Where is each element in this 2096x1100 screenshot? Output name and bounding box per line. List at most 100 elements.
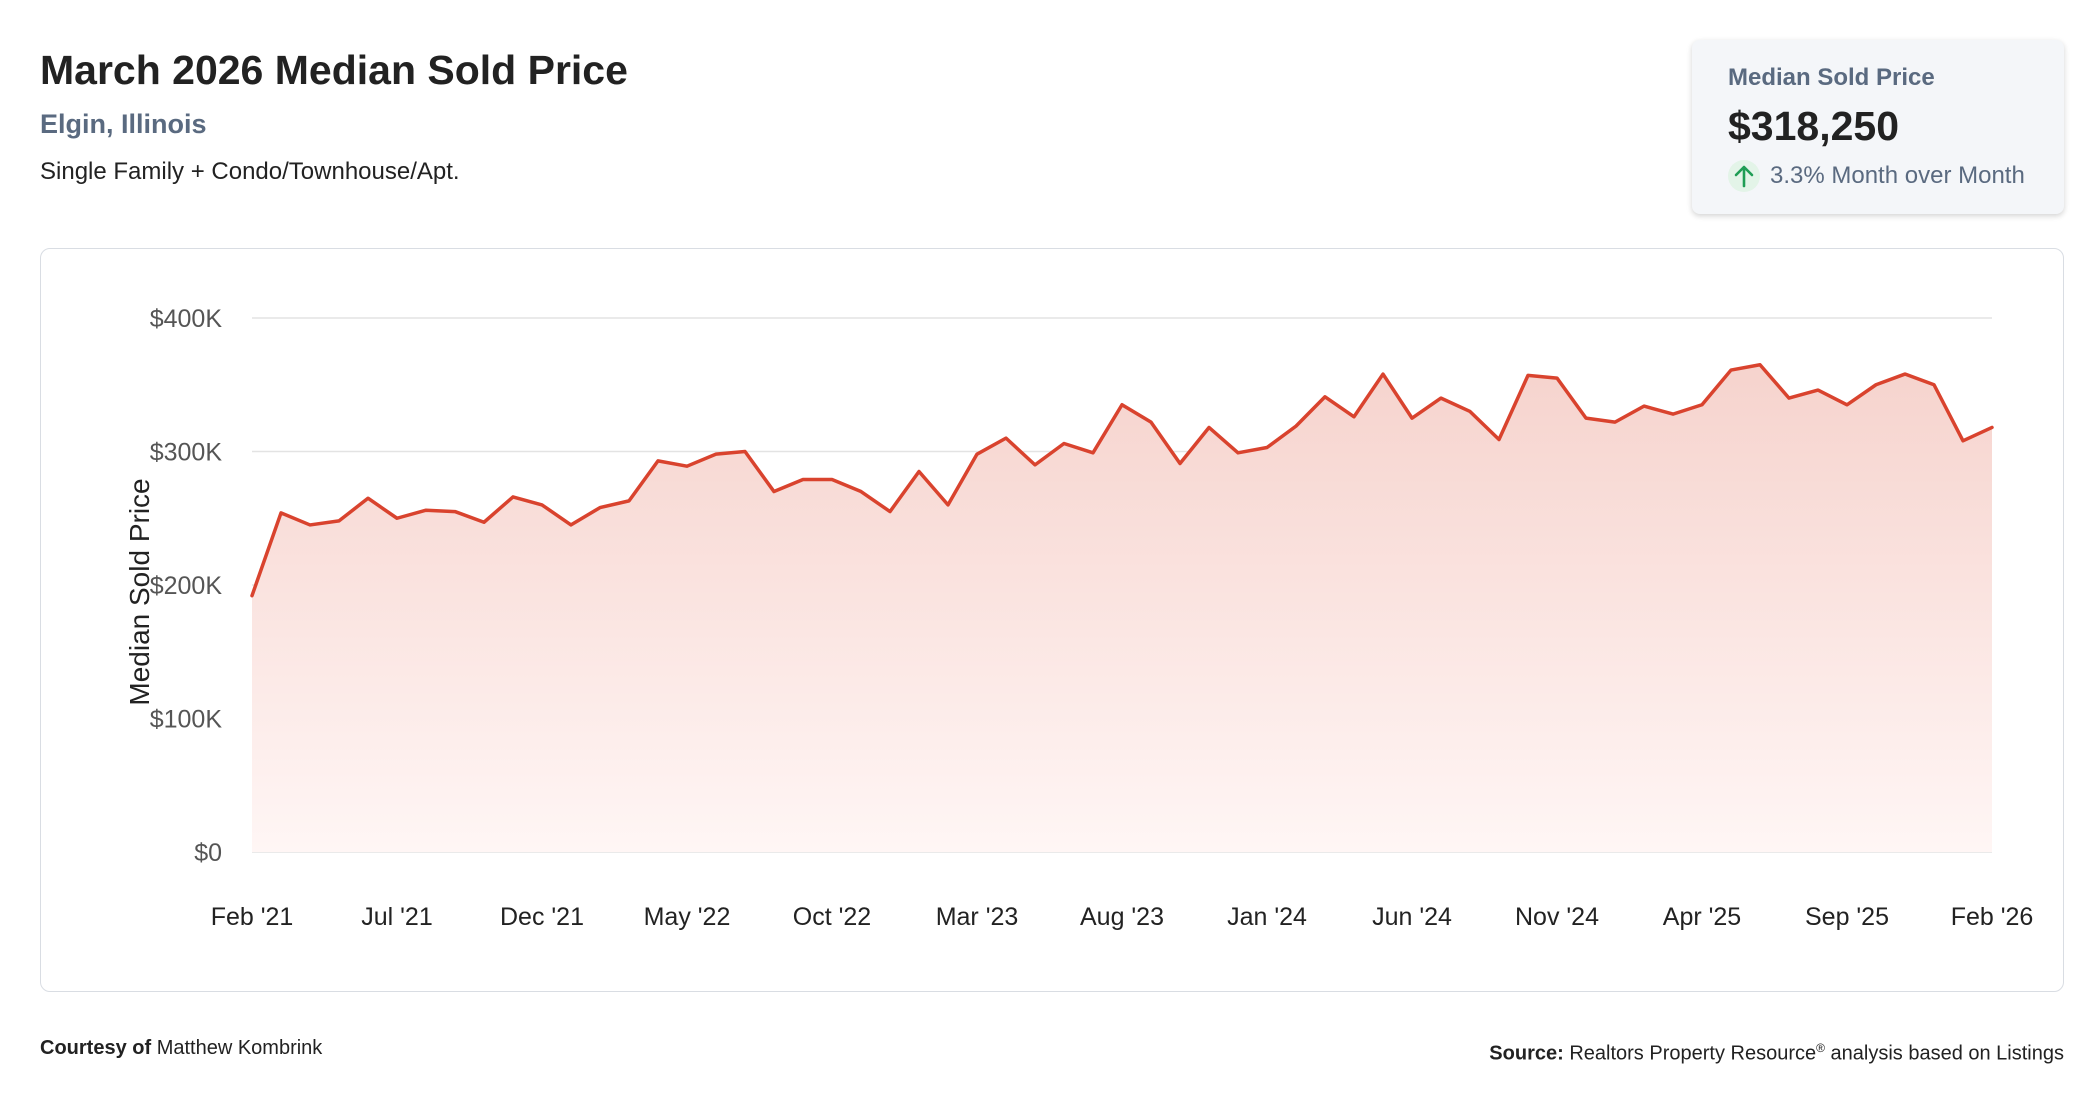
- data-point[interactable]: [393, 514, 401, 522]
- x-tick-label: Feb '21: [211, 903, 294, 931]
- y-tick-label: $100K: [150, 706, 223, 734]
- location-subtitle: Elgin, Illinois: [40, 109, 207, 139]
- x-tick-label: Apr '25: [1663, 903, 1741, 931]
- data-point[interactable]: [1408, 414, 1416, 422]
- x-tick-label: Dec '21: [500, 903, 584, 931]
- data-point[interactable]: [1176, 460, 1184, 468]
- arrow-up-icon: [1728, 160, 1760, 192]
- data-point[interactable]: [886, 508, 894, 516]
- data-point[interactable]: [857, 488, 865, 496]
- area-fill-layer: [252, 364, 1992, 852]
- stat-change-text: 3.3% Month over Month: [1770, 162, 2025, 189]
- data-point[interactable]: [683, 462, 691, 470]
- x-tick-label: Jan '24: [1227, 903, 1307, 931]
- data-point[interactable]: [973, 450, 981, 458]
- data-point[interactable]: [1437, 394, 1445, 402]
- data-point[interactable]: [1321, 393, 1329, 401]
- data-point[interactable]: [1901, 370, 1909, 378]
- y-axis-label: Median Sold Price: [124, 478, 155, 705]
- data-point[interactable]: [1553, 374, 1561, 382]
- data-point[interactable]: [538, 501, 546, 509]
- data-point[interactable]: [1089, 449, 1097, 457]
- data-point[interactable]: [1988, 423, 1996, 431]
- data-point[interactable]: [422, 506, 430, 514]
- data-point[interactable]: [712, 450, 720, 458]
- x-tick-label: Feb '26: [1951, 903, 2034, 931]
- courtesy-footer: Courtesy of Matthew Kombrink: [40, 1034, 322, 1062]
- data-point[interactable]: [625, 497, 633, 505]
- data-point[interactable]: [451, 508, 459, 516]
- x-tick-label: Aug '23: [1080, 903, 1164, 931]
- data-point[interactable]: [1930, 381, 1938, 389]
- data-point[interactable]: [1872, 381, 1880, 389]
- data-point[interactable]: [1611, 418, 1619, 426]
- y-tick-label: $0: [194, 839, 222, 867]
- data-point[interactable]: [915, 468, 923, 476]
- data-point[interactable]: [1727, 366, 1735, 374]
- x-tick-label: Jun '24: [1372, 903, 1452, 931]
- data-point[interactable]: [828, 476, 836, 484]
- data-point[interactable]: [509, 493, 517, 501]
- data-point[interactable]: [364, 494, 372, 502]
- data-point[interactable]: [1582, 414, 1590, 422]
- courtesy-name: Matthew Kombrink: [156, 1037, 323, 1059]
- data-point[interactable]: [944, 501, 952, 509]
- data-point[interactable]: [1379, 370, 1387, 378]
- source-text-post: analysis based on Listings: [1824, 1042, 2065, 1065]
- data-point[interactable]: [277, 509, 285, 517]
- data-point[interactable]: [1959, 437, 1967, 445]
- data-point[interactable]: [1147, 418, 1155, 426]
- y-tick-label: $400K: [150, 305, 223, 333]
- data-point[interactable]: [1118, 401, 1126, 409]
- data-point[interactable]: [1785, 394, 1793, 402]
- data-point[interactable]: [1466, 407, 1474, 415]
- data-point[interactable]: [1495, 435, 1503, 443]
- data-point[interactable]: [770, 488, 778, 496]
- x-tick-label: Sep '25: [1805, 903, 1889, 931]
- x-axis-ticks: Feb '21 Jul '21 Dec '21 May '22 Oct '22 Mar '…: [211, 903, 2034, 931]
- data-point[interactable]: [1524, 371, 1532, 379]
- property-type-label: Single Family + Condo/Townhouse/Apt.: [40, 158, 460, 185]
- source-label: Source:: [1489, 1042, 1564, 1065]
- data-point[interactable]: [248, 592, 256, 600]
- stat-label: Median Sold Price: [1728, 64, 1935, 91]
- data-point[interactable]: [1350, 413, 1358, 421]
- courtesy-label: Courtesy of: [40, 1037, 152, 1059]
- median-price-card: Median Sold Price $318,250 3.3% Month ov…: [1692, 40, 2064, 214]
- data-point[interactable]: [1756, 361, 1764, 369]
- series-area: [252, 364, 1992, 852]
- data-point[interactable]: [1669, 410, 1677, 418]
- data-point[interactable]: [799, 476, 807, 484]
- data-point[interactable]: [1292, 422, 1300, 430]
- source-footer: Source: Realtors Property Resource® anal…: [1489, 1034, 2064, 1068]
- x-tick-label: Oct '22: [793, 903, 871, 931]
- x-tick-label: May '22: [644, 903, 731, 931]
- series-line: [250, 362, 1994, 598]
- data-point[interactable]: [335, 517, 343, 525]
- data-point[interactable]: [1060, 439, 1068, 447]
- data-point[interactable]: [1698, 401, 1706, 409]
- data-point[interactable]: [1263, 444, 1271, 452]
- data-point[interactable]: [1640, 402, 1648, 410]
- data-point[interactable]: [741, 448, 749, 456]
- data-point[interactable]: [1205, 423, 1213, 431]
- data-point[interactable]: [1031, 461, 1039, 469]
- data-point[interactable]: [306, 521, 314, 529]
- series-line-layer: [248, 361, 1996, 600]
- data-point[interactable]: [1843, 401, 1851, 409]
- x-tick-label: Mar '23: [936, 903, 1019, 931]
- data-point[interactable]: [654, 457, 662, 465]
- data-point[interactable]: [1002, 434, 1010, 442]
- x-tick-label: Nov '24: [1515, 903, 1599, 931]
- data-point[interactable]: [1234, 449, 1242, 457]
- data-point[interactable]: [596, 504, 604, 512]
- y-axis-ticks: $0 $100K $200K $300K $400K: [150, 305, 223, 867]
- source-text-pre: Realtors Property Resource: [1569, 1042, 1817, 1065]
- chart-panel: $0 $100K $200K $300K $400K Feb '21 Jul '21 Dec…: [40, 248, 2064, 992]
- data-point[interactable]: [480, 518, 488, 526]
- data-point[interactable]: [567, 521, 575, 529]
- stat-change: 3.3% Month over Month: [1728, 160, 2064, 192]
- y-tick-label: $200K: [150, 572, 223, 600]
- data-point[interactable]: [1814, 386, 1822, 394]
- registered-mark: ®: [1816, 1041, 1825, 1055]
